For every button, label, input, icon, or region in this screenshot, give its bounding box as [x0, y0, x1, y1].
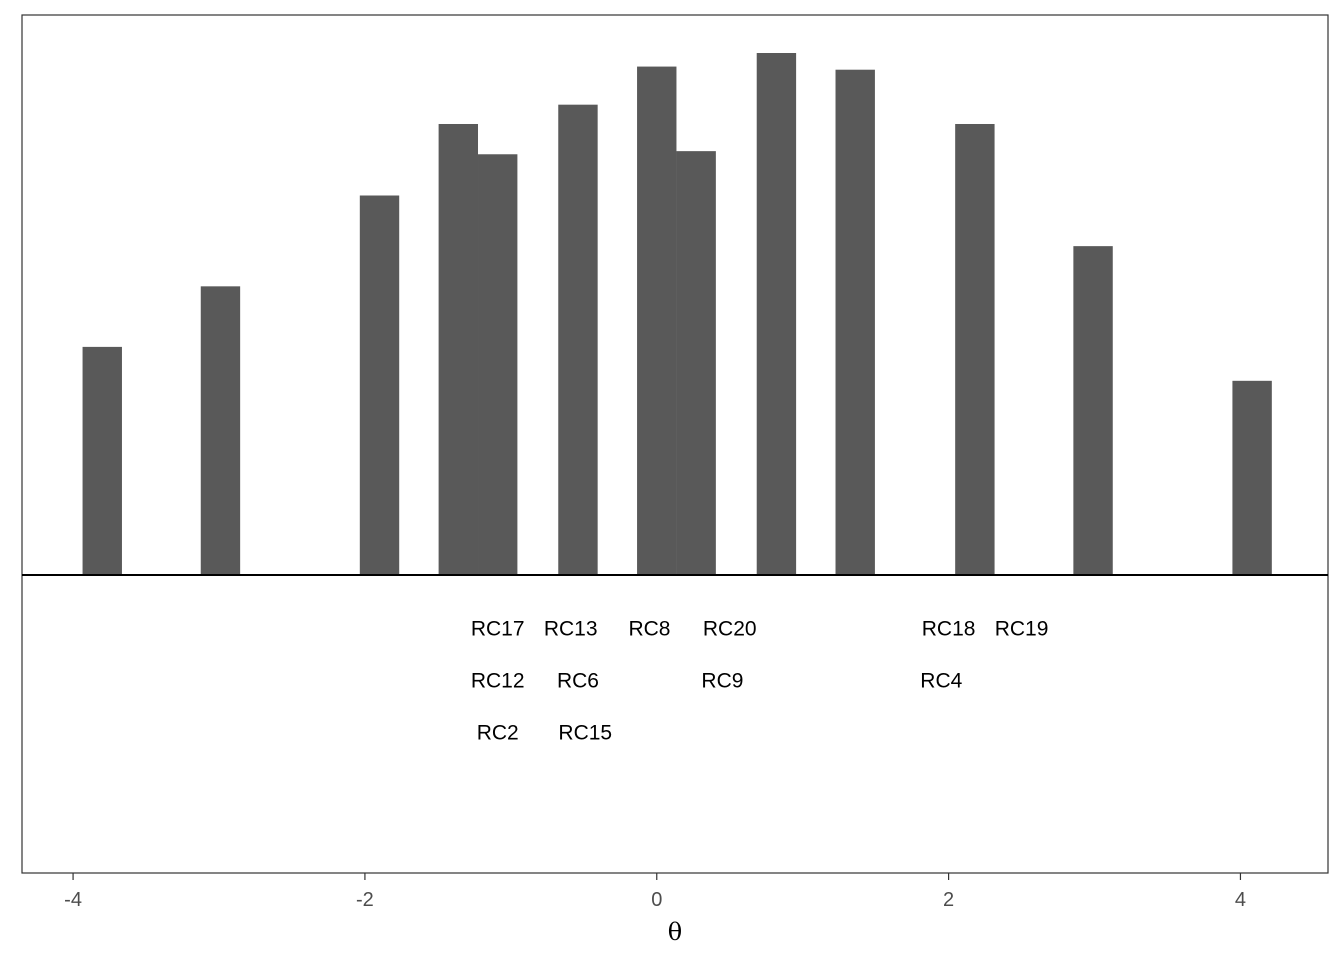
- item-label: RC17: [471, 618, 525, 641]
- item-label: RC4: [920, 670, 962, 693]
- item-label: RC13: [544, 618, 598, 641]
- histogram-bar: [359, 195, 400, 576]
- x-tick-label: 2: [943, 889, 954, 911]
- histogram-bar: [438, 123, 479, 575]
- item-labels-layer: RC17 RC13 RC8 RC20 RC18 RC19 RC12 RC6 RC9 RC4 RC2 R…: [471, 618, 1049, 745]
- histogram-bar: [637, 66, 677, 576]
- histogram-bar: [82, 346, 122, 575]
- x-tick-label: -4: [64, 889, 82, 911]
- item-label: RC20: [703, 618, 757, 641]
- item-label: RC9: [701, 670, 743, 693]
- histogram-bar: [1073, 246, 1113, 575]
- x-tick-label: -2: [356, 889, 374, 911]
- x-axis: -4 -2 0 2 4: [64, 873, 1246, 911]
- histogram-bar: [200, 286, 241, 575]
- bars-layer: [82, 53, 1272, 576]
- item-label: RC18: [922, 618, 976, 641]
- item-label: RC8: [628, 618, 670, 641]
- histogram-bar: [676, 151, 716, 576]
- histogram-bar: [1232, 380, 1272, 575]
- histogram-bar: [835, 69, 875, 575]
- histogram-bar: [756, 53, 797, 575]
- histogram-bar: [955, 123, 995, 575]
- histogram-bar: [558, 104, 598, 575]
- histogram-bar: [478, 154, 518, 575]
- item-label: RC19: [995, 618, 1049, 641]
- x-tick-label: 4: [1235, 889, 1246, 911]
- item-label: RC12: [471, 670, 525, 693]
- x-axis-title: θ: [668, 918, 682, 946]
- item-label: RC15: [558, 722, 612, 745]
- item-label: RC6: [557, 670, 599, 693]
- x-tick-label: 0: [651, 889, 662, 911]
- item-label: RC2: [477, 722, 519, 745]
